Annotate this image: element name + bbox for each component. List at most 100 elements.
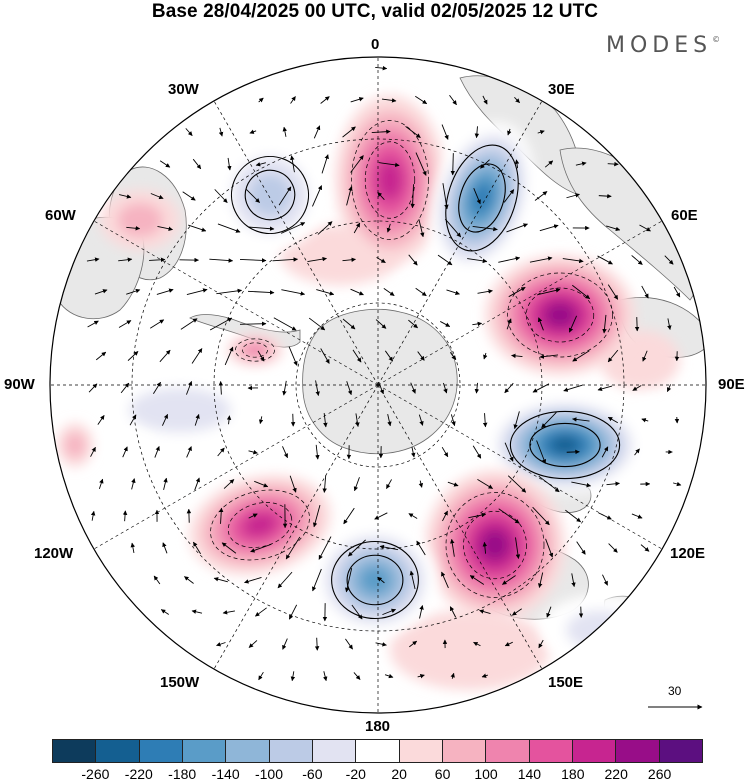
wind-vector xyxy=(532,383,550,393)
wind-vector xyxy=(288,346,298,366)
wind-vector xyxy=(598,512,612,520)
colorbar-tick-label: 260 xyxy=(647,766,672,782)
wind-vector xyxy=(631,255,643,265)
contour-line xyxy=(525,287,595,343)
latitude-circle xyxy=(295,302,461,468)
wind-vector xyxy=(218,507,224,524)
wind-vector xyxy=(472,445,482,459)
wind-vector xyxy=(606,225,621,232)
wind-vector xyxy=(537,130,545,135)
wind-vector xyxy=(572,284,591,300)
wind-vector xyxy=(186,446,192,458)
wind-vector xyxy=(571,573,576,588)
contour-line xyxy=(331,540,419,620)
wind-vector xyxy=(483,352,488,360)
meridian-line xyxy=(212,99,379,386)
wind-vector xyxy=(473,641,481,647)
wind-vector xyxy=(415,152,427,176)
wind-vector xyxy=(255,607,267,617)
wind-vector xyxy=(408,319,418,329)
wind-vector xyxy=(353,672,361,680)
contour-line xyxy=(351,120,429,240)
colorbar-tick-label: -20 xyxy=(345,766,366,782)
colorbar-swatch xyxy=(659,740,702,762)
wind-vector xyxy=(239,258,267,263)
wind-vector xyxy=(193,541,201,555)
wind-vector xyxy=(507,475,527,493)
wind-vector xyxy=(282,126,288,137)
wind-vector xyxy=(408,254,418,266)
wind-vector xyxy=(632,385,642,391)
colorbar-swatch xyxy=(616,740,660,762)
wind-vector xyxy=(545,538,554,558)
wind-vector xyxy=(314,637,320,651)
wind-vector xyxy=(572,350,590,362)
wind-vector xyxy=(342,126,356,138)
wind-vector xyxy=(417,673,425,679)
wind-vector xyxy=(209,258,234,263)
wind-vector xyxy=(120,382,130,394)
wind-vector xyxy=(418,414,424,426)
wind-vector xyxy=(472,321,483,327)
wind-vector xyxy=(94,289,108,295)
wind-vector xyxy=(538,475,560,493)
wind-vector xyxy=(182,191,196,201)
anomaly-band xyxy=(248,173,292,217)
wind-vector xyxy=(312,505,321,528)
wind-vector xyxy=(149,319,165,329)
wind-vector xyxy=(631,513,643,519)
colorbar-swatch xyxy=(312,740,357,762)
wind-vector xyxy=(607,284,619,300)
wind-vector xyxy=(282,638,288,650)
wind-vector xyxy=(125,288,141,295)
colorbar-tick-label: -180 xyxy=(168,766,197,782)
wind-vector xyxy=(87,320,99,328)
contour-line xyxy=(509,410,621,480)
wind-vector xyxy=(318,536,332,560)
lon-label-30e: 30E xyxy=(548,81,575,98)
wind-vector xyxy=(118,194,132,199)
contour-line xyxy=(463,510,527,580)
wind-vector xyxy=(254,480,269,488)
wind-vector xyxy=(467,258,488,264)
wind-vector xyxy=(608,543,618,553)
wind-vector xyxy=(350,288,364,296)
wind-vector xyxy=(351,604,363,620)
wind-vector xyxy=(216,288,243,295)
wind-vector xyxy=(537,288,561,295)
wind-vector xyxy=(379,544,399,551)
wind-vector xyxy=(258,671,264,681)
colorbar-tick-label: -140 xyxy=(211,766,240,782)
wind-vector xyxy=(534,191,548,201)
wind-vector xyxy=(282,446,288,459)
wind-vector xyxy=(350,155,364,173)
wind-vector xyxy=(280,222,306,234)
lon-label-90w: 90W xyxy=(4,376,35,393)
wind-vector xyxy=(346,381,353,396)
wind-vector xyxy=(126,226,141,231)
wind-vector xyxy=(415,95,428,105)
anomaly-band xyxy=(64,432,86,458)
anomaly-band xyxy=(376,159,404,201)
wind-vector xyxy=(118,320,132,328)
wind-vector xyxy=(345,568,353,593)
anomaly-band xyxy=(129,387,231,433)
anomaly-field xyxy=(50,80,695,713)
meridian-line xyxy=(377,384,664,551)
wind-vector xyxy=(376,256,386,264)
wind-vector xyxy=(415,287,427,297)
wind-vector xyxy=(320,96,330,104)
wind-vector xyxy=(323,671,328,682)
wind-vector xyxy=(186,288,208,295)
wind-vector xyxy=(277,571,293,589)
contour-line xyxy=(244,169,296,221)
wind-vector xyxy=(342,257,356,262)
wind-vector xyxy=(209,317,233,331)
wind-vector xyxy=(441,124,449,140)
meridian-line xyxy=(377,219,664,386)
wind-vector xyxy=(127,351,139,361)
colorbar-swatch xyxy=(572,740,617,762)
wind-vector xyxy=(217,447,225,457)
wind-vector xyxy=(162,542,168,554)
wind-vector xyxy=(563,384,583,392)
